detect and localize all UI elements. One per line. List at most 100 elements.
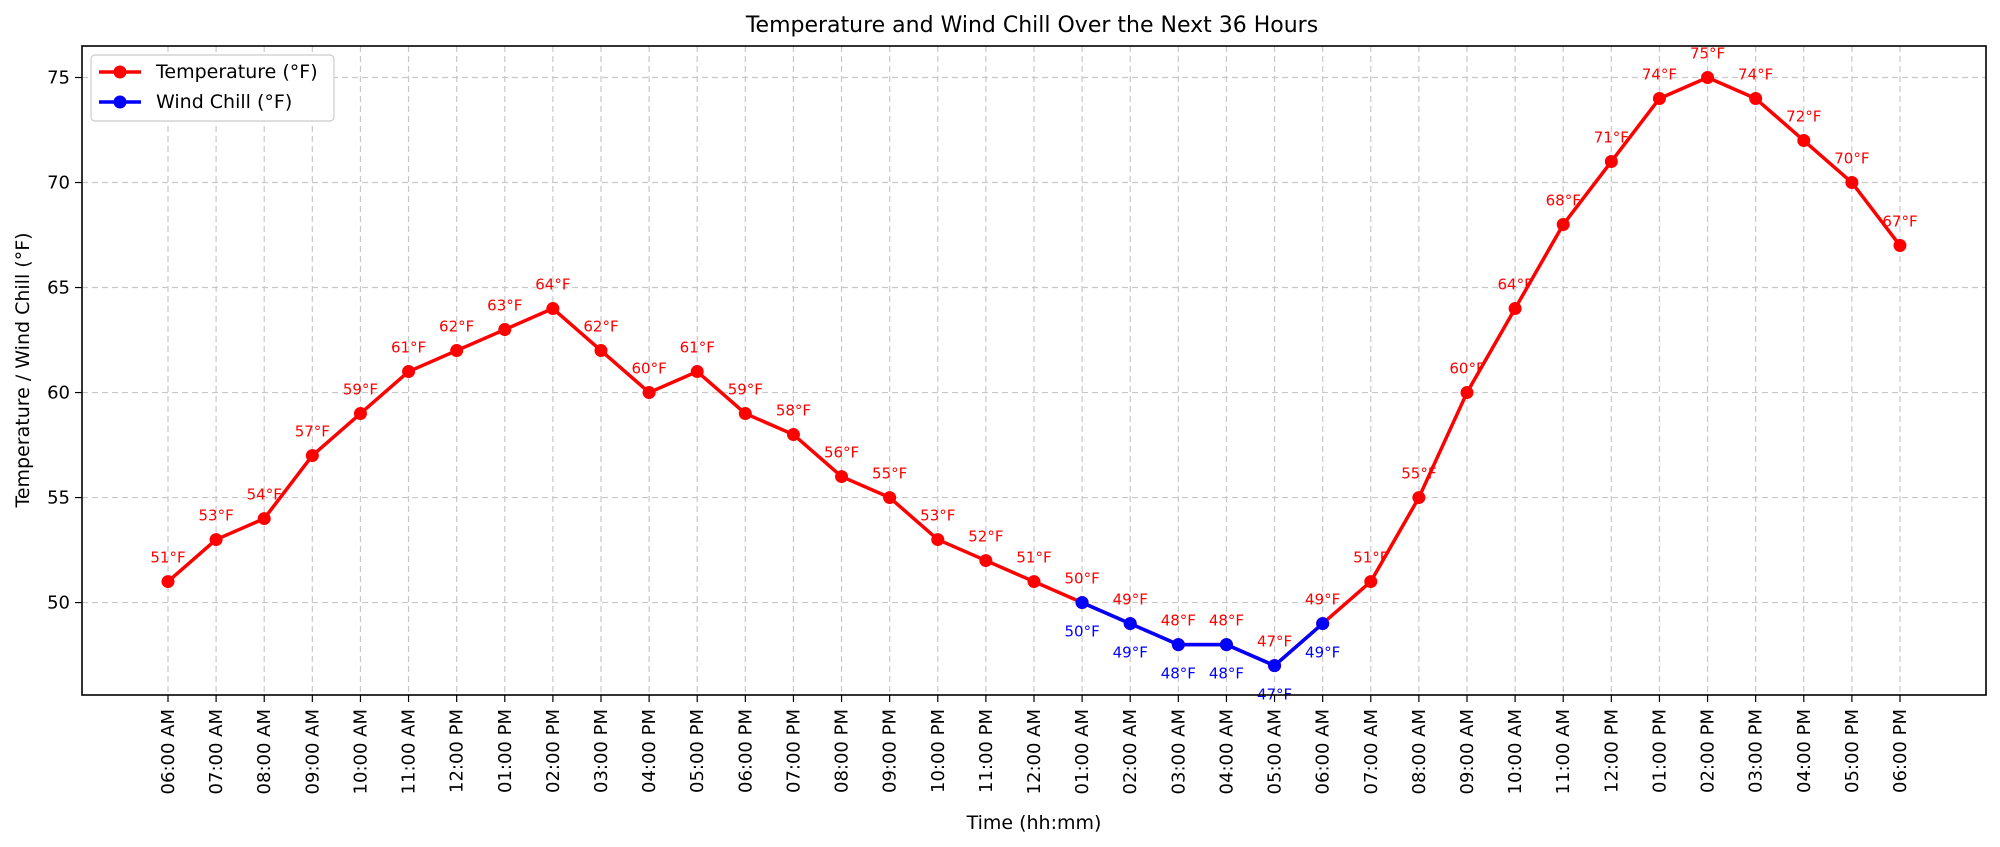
data-label: 49°F: [1305, 644, 1340, 662]
data-label: 56°F: [824, 444, 859, 462]
data-point: [1508, 302, 1522, 316]
data-point: [979, 554, 993, 568]
x-tick-label: 03:00 AM: [1168, 709, 1189, 794]
data-point: [1412, 491, 1426, 505]
data-point: [1652, 92, 1666, 106]
y-axis: 50 55 60 65 70 75: [47, 68, 82, 614]
data-label: 48°F: [1209, 665, 1244, 683]
data-point: [883, 491, 897, 505]
data-label: 72°F: [1786, 108, 1821, 126]
x-tick-label: 03:00 PM: [1746, 709, 1767, 793]
x-tick-label: 11:00 PM: [976, 709, 997, 793]
data-label: 67°F: [1882, 213, 1917, 231]
data-label: 59°F: [343, 381, 378, 399]
data-label: 49°F: [1113, 591, 1148, 609]
data-point: [642, 386, 656, 400]
data-label: 60°F: [632, 360, 667, 378]
data-point: [546, 302, 560, 316]
data-label: 60°F: [1449, 360, 1484, 378]
data-label: 68°F: [1546, 192, 1581, 210]
y-tick-label: 60: [47, 383, 70, 404]
data-point: [1845, 176, 1859, 190]
y-tick-label: 55: [47, 488, 70, 509]
x-tick-label: 11:00 AM: [1553, 709, 1574, 794]
data-point: [450, 344, 464, 358]
data-label: 75°F: [1690, 45, 1725, 63]
x-tick-label: 09:00 AM: [302, 709, 323, 794]
x-tick-label: 09:00 AM: [1457, 709, 1478, 794]
x-tick-label: 01:00 AM: [1072, 709, 1093, 794]
series-wind-chill: 50°F 49°F 48°F 48°F 47°F 49°F: [1065, 596, 1340, 704]
x-tick-label: 06:00 PM: [735, 709, 756, 793]
y-axis-label: Temperature / Wind Chill (°F): [12, 232, 34, 508]
data-label: 74°F: [1738, 66, 1773, 84]
data-label: 51°F: [150, 549, 185, 567]
data-label: 62°F: [439, 318, 474, 336]
x-tick-label: 11:00 AM: [399, 709, 420, 794]
x-tick-label: 07:00 AM: [206, 709, 227, 794]
data-label: 64°F: [535, 276, 570, 294]
data-point: [1797, 134, 1811, 148]
y-tick-label: 50: [47, 593, 70, 614]
x-tick-label: 10:00 AM: [1505, 709, 1526, 794]
x-tick-label: 06:00 AM: [158, 709, 179, 794]
x-tick-label: 10:00 AM: [350, 709, 371, 794]
chart-title: Temperature and Wind Chill Over the Next…: [745, 13, 1318, 38]
series-line: [1081, 600, 1324, 668]
data-label: 54°F: [247, 486, 282, 504]
data-point: [1893, 239, 1907, 253]
x-tick-label: 06:00 AM: [1313, 709, 1334, 794]
x-tick-label: 04:00 PM: [1794, 709, 1815, 793]
x-axis-label: Time (hh:mm): [966, 812, 1102, 834]
data-label: 61°F: [391, 339, 426, 357]
data-point: [161, 575, 175, 589]
data-label: 57°F: [295, 423, 330, 441]
data-point: [402, 365, 416, 379]
x-tick-label: 05:00 PM: [687, 709, 708, 793]
y-tick-label: 65: [47, 278, 70, 299]
x-tick-label: 02:00 PM: [543, 709, 564, 793]
series-layer: 51°F 53°F 54°F 57°F 59°F 61°F 62°F 63°F 64°F 62°F…: [150, 45, 1917, 704]
data-label: 64°F: [1498, 276, 1533, 294]
x-tick-label: 08:00 PM: [832, 709, 853, 793]
data-label: 49°F: [1113, 644, 1148, 662]
data-point: [353, 407, 367, 421]
legend-temperature-marker: [113, 65, 127, 79]
data-point: [1075, 596, 1089, 610]
x-axis: 06:00 AM 07:00 AM 08:00 AM 09:00 AM 10:00 AM…: [158, 695, 1911, 794]
data-label: 48°F: [1161, 665, 1196, 683]
data-label: 63°F: [487, 297, 522, 315]
data-label: 51°F: [1353, 549, 1388, 567]
x-tick-label: 12:00 PM: [447, 709, 468, 793]
data-label: 53°F: [920, 507, 955, 525]
data-point: [209, 533, 223, 547]
data-point: [690, 365, 704, 379]
data-label: 59°F: [728, 381, 763, 399]
x-tick-label: 04:00 AM: [1216, 709, 1237, 794]
data-label: 55°F: [1401, 465, 1436, 483]
data-point: [1604, 155, 1618, 169]
data-label: 58°F: [776, 402, 811, 420]
data-point: [498, 323, 512, 337]
data-point: [1556, 218, 1570, 232]
data-label: 50°F: [1065, 570, 1100, 588]
data-label: 48°F: [1161, 612, 1196, 630]
x-tick-label: 02:00 PM: [1698, 709, 1719, 793]
data-point: [835, 470, 849, 484]
data-point: [1749, 92, 1763, 106]
x-tick-label: 05:00 PM: [1842, 709, 1863, 793]
legend-box: [90, 54, 335, 122]
data-point: [257, 512, 271, 526]
data-label: 74°F: [1642, 66, 1677, 84]
legend-wind-chill-label: Wind Chill (°F): [156, 91, 292, 113]
y-tick-label: 75: [47, 68, 70, 89]
data-point: [1123, 617, 1137, 631]
data-label: 55°F: [872, 465, 907, 483]
x-tick-label: 04:00 PM: [639, 709, 660, 793]
data-point: [738, 407, 752, 421]
data-point: [305, 449, 319, 463]
plot-frame: [81, 45, 1987, 696]
x-tick-label: 02:00 AM: [1120, 709, 1141, 794]
